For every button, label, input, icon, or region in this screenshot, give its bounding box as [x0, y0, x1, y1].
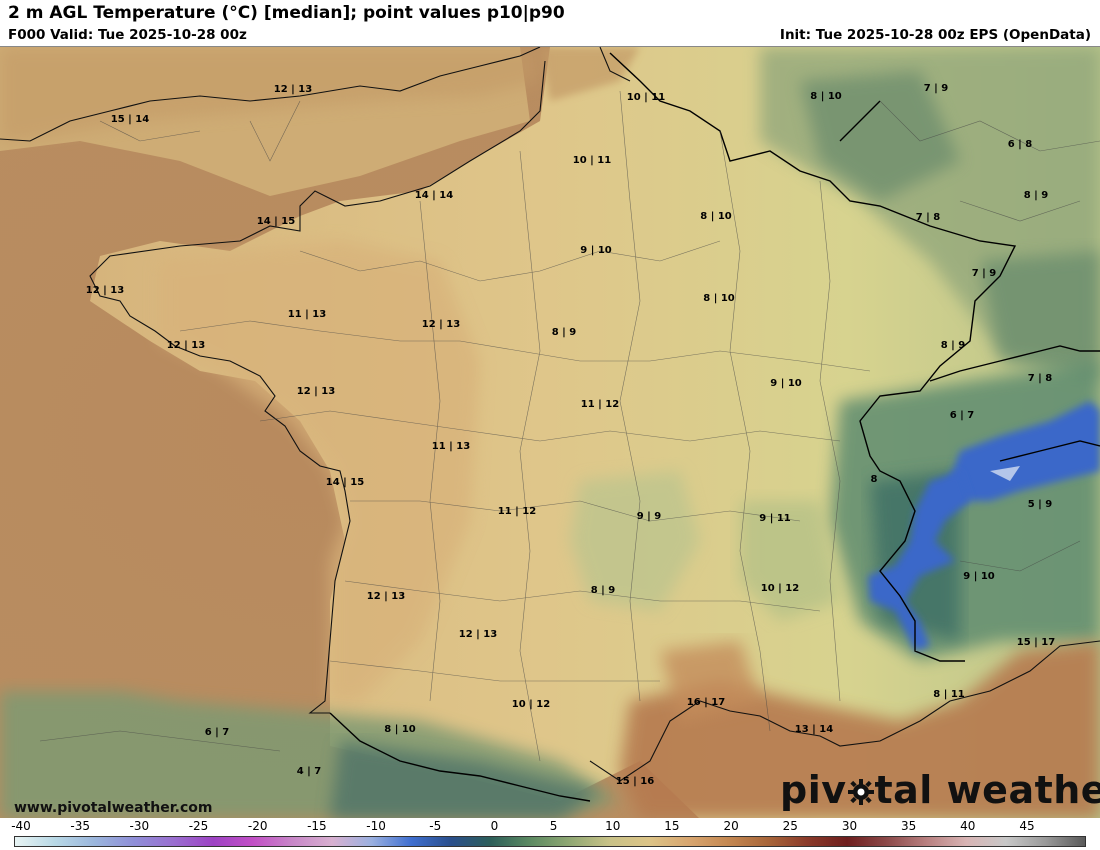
point-value-label: 11 | 13	[432, 441, 470, 452]
pivotal-weather-logo: piv tal weather	[780, 768, 1100, 812]
point-value-label: 11 | 13	[288, 309, 326, 320]
colorbar-tick-label: -30	[129, 819, 150, 833]
point-value-label: 15 | 16	[616, 776, 654, 787]
point-value-label: 8 | 10	[810, 91, 842, 102]
point-value-label: 6 | 7	[205, 727, 230, 738]
point-value-label: 8 | 9	[591, 585, 616, 596]
valid-time: F000 Valid: Tue 2025-10-28 00z	[8, 27, 247, 43]
init-time: Init: Tue 2025-10-28 00z EPS (OpenData)	[779, 27, 1091, 43]
point-value-label: 7 | 9	[924, 83, 949, 94]
website-url[interactable]: www.pivotalweather.com	[14, 800, 213, 816]
point-value-label: 8 | 10	[700, 211, 732, 222]
colorbar-tick-label: -5	[429, 819, 442, 833]
point-value-label: 12 | 13	[367, 591, 405, 602]
colorbar-tick-label: 20	[723, 819, 739, 833]
point-values: 12 | 13 15 | 14 10 | 11 8 | 10 7 | 9 10 | 11 6…	[86, 83, 1055, 787]
point-value-label: 7 | 8	[916, 212, 941, 223]
point-value-label: 12 | 13	[86, 285, 124, 296]
point-value-label: 8 | 9	[941, 340, 966, 351]
regional-borders	[39, 90, 1100, 762]
colorbar-tick-label: -15	[307, 819, 327, 833]
temperature-map[interactable]: 12 | 13 15 | 14 10 | 11 8 | 10 7 | 9 10 | 11 6…	[0, 46, 1100, 818]
colorbar-tick-label: -40	[11, 819, 31, 833]
point-value-label: 10 | 12	[761, 583, 799, 594]
point-value-label: 9 | 11	[759, 513, 791, 524]
colorbar-tick-label: 30	[841, 819, 858, 833]
point-value-label: 8 | 9	[552, 327, 577, 338]
point-value-label: 12 | 13	[297, 386, 335, 397]
point-value-label: 14 | 15	[326, 477, 364, 488]
logo-text-part1: piv	[780, 768, 847, 812]
colorbar-tick-label: 45	[1019, 819, 1035, 833]
point-value-label: 12 | 13	[167, 340, 205, 351]
point-value-label: 4 | 7	[297, 766, 322, 777]
colorbar-tick-label: 25	[782, 819, 798, 833]
point-value-label: 9 | 10	[963, 571, 995, 582]
national-borders	[329, 52, 1100, 802]
gear-icon	[847, 771, 875, 805]
point-value-label: 11 | 12	[581, 399, 619, 410]
point-value-label: 7 | 8	[1028, 373, 1053, 384]
point-value-label: 10 | 11	[627, 92, 665, 103]
colorbar-tick-label: -10	[366, 819, 386, 833]
colorbar-tick-label: 15	[664, 819, 680, 833]
header: 2 m AGL Temperature (°C) [median]; point…	[0, 0, 1100, 46]
point-value-label: 8 | 10	[384, 724, 416, 735]
point-value-label: 14 | 15	[257, 216, 295, 227]
point-value-label: 8 | 9	[1024, 190, 1049, 201]
colorbar-tick-label: 0	[490, 819, 499, 833]
colorbar-tick-label: 10	[605, 819, 621, 833]
colorbar-gradient	[14, 836, 1086, 847]
colorbar-ticks: -40 -35 -30 -25 -20 -15 -10 -5 0 5 10 15 20 25 30 35 40 4…	[0, 818, 1100, 834]
point-value-label: 16 | 17	[687, 697, 725, 708]
point-value-label: 11 | 12	[498, 506, 536, 517]
point-value-label: 8 | 10	[703, 293, 735, 304]
point-value-label: 10 | 11	[573, 155, 611, 166]
point-value-label: 9 | 10	[770, 378, 802, 389]
point-value-label: 12 | 13	[422, 319, 460, 330]
colorbar-tick-label: -25	[188, 819, 209, 833]
logo-text-part2: tal weather	[874, 768, 1100, 812]
point-value-label: 12 | 13	[459, 629, 497, 640]
point-value-label: 13 | 14	[795, 724, 833, 735]
colorbar-tick-label: 40	[960, 819, 976, 833]
point-value-label: 8	[871, 474, 878, 485]
point-value-label: 5 | 9	[1028, 499, 1053, 510]
colorbar-tick-label: -20	[247, 819, 268, 833]
point-value-label: 7 | 9	[972, 268, 997, 279]
point-value-label: 6 | 8	[1008, 139, 1033, 150]
colorbar-tick-label: 35	[901, 819, 917, 833]
coastlines	[0, 47, 1100, 782]
point-value-label: 10 | 12	[512, 699, 550, 710]
point-value-label: 15 | 17	[1017, 637, 1055, 648]
point-value-label: 15 | 14	[111, 114, 149, 125]
point-value-label: 14 | 14	[415, 190, 453, 201]
point-value-label: 6 | 7	[950, 410, 975, 421]
point-value-label: 8 | 11	[933, 689, 965, 700]
colorbar-tick-label: -35	[70, 819, 90, 833]
colorbar: -40 -35 -30 -25 -20 -15 -10 -5 0 5 10 15 20 25 30 35 40 4…	[0, 818, 1100, 850]
point-value-label: 12 | 13	[274, 84, 312, 95]
colorbar-tick-label: 5	[549, 819, 558, 833]
map-title: 2 m AGL Temperature (°C) [median]; point…	[8, 3, 565, 23]
point-value-label: 9 | 10	[580, 245, 612, 256]
point-value-label: 9 | 9	[637, 511, 662, 522]
